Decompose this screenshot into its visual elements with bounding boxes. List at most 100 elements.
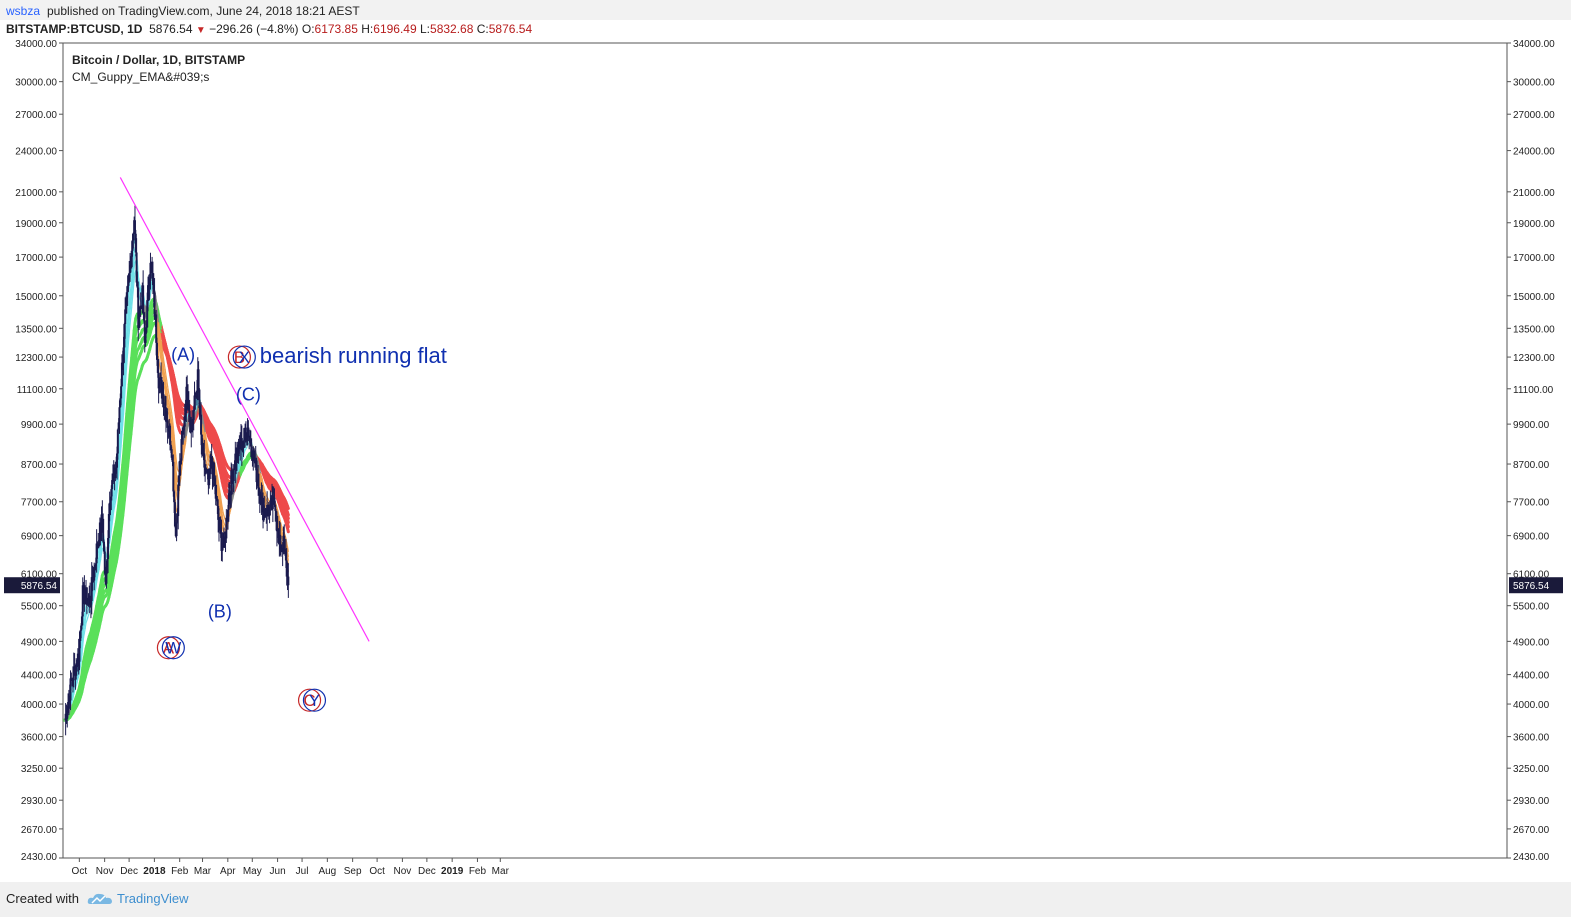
- candle-body: [89, 595, 92, 605]
- short-ema-line: [121, 396, 124, 409]
- left-tick-label: 21000.00: [15, 188, 57, 199]
- short-ema-line: [116, 475, 119, 486]
- short-ema-line: [127, 310, 130, 321]
- candle-body: [117, 422, 120, 430]
- candle-body: [155, 314, 158, 343]
- short-ema-line: [239, 461, 242, 467]
- short-ema-line: [158, 364, 161, 370]
- short-ema-line: [121, 424, 124, 436]
- long-ema-line: [286, 517, 290, 524]
- short-ema-line: [158, 348, 161, 356]
- candle-body: [84, 597, 87, 605]
- candle-body: [182, 426, 185, 428]
- short-ema-line: [84, 604, 87, 612]
- candle-body: [284, 552, 287, 561]
- left-tick-label: 4900.00: [21, 637, 58, 648]
- short-ema-line: [206, 444, 209, 451]
- candle-body: [80, 616, 83, 626]
- price-chart[interactable]: 34000.00 30000.00 27000.00 24000.00 21000.00…: [0, 40, 1571, 880]
- candle-body: [242, 440, 245, 445]
- short-ema-line: [205, 440, 208, 447]
- wave-circle-label: C: [303, 691, 315, 710]
- candle-body: [146, 300, 149, 328]
- short-ema-line: [162, 366, 165, 375]
- short-ema-line: [167, 399, 170, 405]
- short-ema-line: [82, 629, 85, 640]
- author-link[interactable]: wsbza: [6, 4, 41, 18]
- short-ema-line: [112, 504, 115, 513]
- short-ema-line: [202, 432, 205, 441]
- short-ema-line: [219, 490, 222, 497]
- candle-body: [138, 315, 141, 328]
- candle-body: [118, 407, 121, 423]
- candle-body: [162, 394, 165, 408]
- right-tick-label: 12300.00: [1513, 353, 1555, 364]
- time-axis: Oct Nov Dec 2018 Feb Mar Apr May Jun Jul Aug Sep Oct…: [72, 858, 510, 877]
- short-ema-line: [216, 479, 219, 487]
- candle-body: [170, 449, 173, 458]
- short-ema-line: [115, 484, 118, 492]
- short-ema-line: [168, 415, 171, 423]
- candle-body: [227, 493, 230, 510]
- short-ema-line: [158, 328, 161, 336]
- candle-body: [257, 488, 260, 490]
- short-ema-line: [100, 548, 103, 554]
- short-ema-line: [158, 340, 161, 350]
- short-ema-line: [113, 490, 116, 497]
- plot-area: [62, 42, 1508, 859]
- short-ema-line: [175, 475, 178, 483]
- short-ema-line: [127, 329, 130, 341]
- candle-body: [98, 522, 101, 546]
- short-ema-line: [94, 587, 97, 593]
- short-ema-line: [167, 394, 170, 402]
- candle-body: [107, 538, 110, 560]
- right-tick-label: 34000.00: [1513, 40, 1555, 50]
- short-ema-line: [162, 358, 165, 366]
- short-ema-line: [122, 388, 125, 404]
- short-ema-line: [113, 499, 116, 506]
- short-ema-line: [220, 509, 223, 516]
- candle-body: [120, 386, 123, 399]
- short-ema-line: [96, 563, 99, 569]
- candle-body: [203, 453, 206, 468]
- short-ema-line: [235, 473, 238, 480]
- short-ema-line: [83, 620, 86, 627]
- candle-body: [220, 533, 223, 551]
- short-ema-line: [119, 436, 122, 448]
- short-ema-line: [174, 464, 177, 478]
- left-tick-label: 27000.00: [15, 110, 57, 121]
- short-ema-line: [130, 286, 133, 297]
- candle-body: [179, 460, 182, 462]
- short-ema-line: [132, 251, 135, 263]
- candle-body: [185, 386, 188, 414]
- short-ema-line: [204, 444, 207, 451]
- time-tick-label: Jul: [296, 866, 309, 877]
- short-ema-line: [161, 368, 164, 375]
- candle-body: [248, 436, 251, 438]
- tradingview-link[interactable]: TradingView: [117, 891, 189, 906]
- candle-body: [241, 444, 244, 451]
- short-ema-line: [119, 446, 122, 458]
- candle-body: [156, 359, 159, 373]
- candle-body: [106, 559, 109, 567]
- candle-body: [123, 324, 126, 348]
- last-price-tag-left-label: 5876.54: [21, 581, 58, 592]
- short-ema-line: [164, 368, 167, 377]
- candle-body: [244, 428, 247, 433]
- tradingview-logo-icon: [87, 893, 112, 904]
- short-ema-line: [175, 454, 178, 464]
- candle-body: [160, 377, 163, 381]
- short-ema-line: [205, 444, 208, 451]
- candle-body: [109, 500, 112, 503]
- short-ema-line: [124, 362, 127, 377]
- right-tick-label: 4400.00: [1513, 671, 1550, 682]
- short-ema-line: [132, 259, 135, 271]
- short-ema-line: [278, 516, 281, 522]
- right-tick-label: 27000.00: [1513, 110, 1555, 121]
- candle-body: [192, 409, 195, 420]
- left-tick-label: 7700.00: [21, 498, 58, 509]
- short-ema-line: [220, 501, 223, 509]
- short-ema-line: [82, 619, 85, 625]
- short-ema-line: [258, 464, 261, 471]
- short-ema-line: [126, 319, 129, 332]
